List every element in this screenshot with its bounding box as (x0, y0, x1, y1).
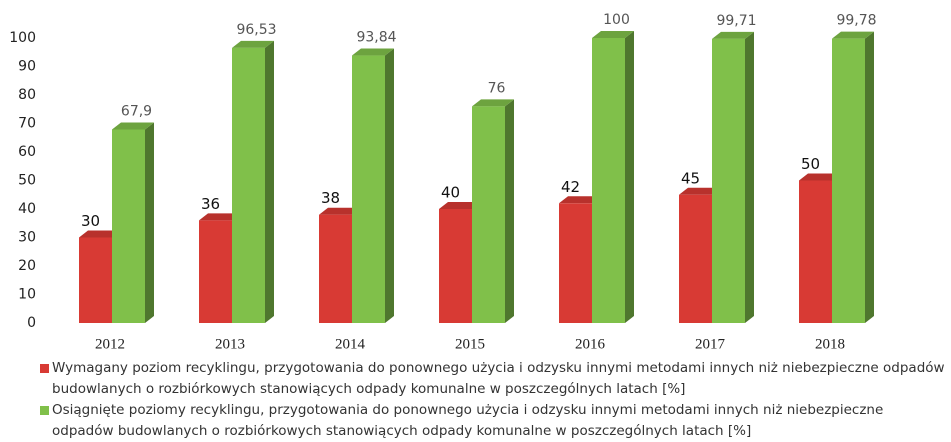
bar (439, 209, 472, 323)
x-tick-label: 2014 (335, 336, 366, 352)
data-label: 40 (441, 184, 460, 202)
bar-top (592, 31, 634, 38)
bar-top (79, 230, 121, 238)
y-tick-label: 100 (9, 30, 36, 46)
bar-top (352, 48, 394, 56)
bar-top (799, 173, 841, 181)
legend-swatch (40, 364, 49, 373)
y-tick-label: 20 (18, 258, 36, 274)
bar-top (439, 202, 481, 209)
bar-top (112, 122, 154, 130)
x-tick-label: 2017 (695, 336, 726, 352)
bar-side (745, 31, 754, 323)
bar (472, 106, 505, 324)
y-tick-label: 30 (18, 230, 36, 246)
bar-top (319, 207, 361, 215)
bar-top (472, 99, 514, 107)
data-label: 30 (81, 212, 100, 230)
data-label: 76 (488, 80, 506, 96)
y-tick-label: 0 (27, 315, 36, 331)
y-tick-label: 70 (18, 116, 36, 132)
y-tick-label: 50 (18, 173, 36, 189)
bar-side (145, 122, 154, 323)
legend: Wymagany poziom recyklingu, przygotowani… (40, 358, 945, 442)
chart: 0 10 20 30 40 50 60 70 80 90 100 2012 2013 2014 2015 20… (9, 12, 876, 352)
x-tick-label: 2016 (575, 336, 606, 352)
bar-top (679, 187, 721, 195)
x-tick-label: 2015 (455, 336, 485, 352)
bar (352, 55, 385, 323)
x-tick-label: 2012 (95, 336, 125, 352)
data-label: 45 (681, 169, 700, 187)
data-label: 99,78 (836, 13, 876, 29)
bar-top (232, 40, 274, 48)
bar-side (865, 31, 874, 323)
bar-top (559, 196, 601, 204)
y-tick-label: 10 (18, 287, 36, 303)
bar (112, 129, 145, 323)
data-label: 99,71 (716, 13, 756, 29)
bar-top (199, 213, 241, 221)
bar-side (265, 40, 274, 324)
data-label: 42 (561, 178, 580, 196)
y-tick-label: 60 (18, 144, 36, 160)
bar (832, 38, 865, 323)
data-label: 67,9 (121, 103, 152, 119)
bar (199, 220, 232, 323)
bar (679, 194, 712, 323)
y-tick-label: 80 (18, 87, 36, 103)
data-label: 96,53 (236, 22, 276, 38)
legend-entry: Osiągnięte poziomy recyklingu, przygotow… (40, 400, 945, 442)
data-label: 36 (201, 195, 220, 213)
legend-label: Osiągnięte poziomy recyklingu, przygotow… (52, 402, 884, 439)
bar (232, 47, 265, 324)
bar-top (832, 31, 874, 39)
bar (592, 38, 625, 323)
bar-top (712, 31, 754, 39)
data-label: 93,84 (356, 30, 396, 46)
data-label: 50 (801, 155, 820, 173)
bar-side (385, 48, 394, 323)
bar (799, 180, 832, 323)
bar-side (625, 31, 634, 323)
y-tick-label: 90 (18, 59, 36, 75)
bar-side (505, 99, 514, 324)
legend-entry: Wymagany poziom recyklingu, przygotowani… (40, 358, 945, 400)
bar (712, 38, 745, 323)
x-tick-label: 2013 (215, 336, 245, 352)
data-label: 38 (321, 189, 340, 207)
data-label: 100 (603, 12, 630, 28)
legend-swatch (40, 406, 49, 415)
y-tick-label: 40 (18, 201, 36, 217)
bar (319, 214, 352, 323)
bar (79, 237, 112, 323)
x-tick-label: 2018 (815, 336, 845, 352)
legend-label: Wymagany poziom recyklingu, przygotowani… (52, 360, 945, 397)
bar (559, 203, 592, 323)
